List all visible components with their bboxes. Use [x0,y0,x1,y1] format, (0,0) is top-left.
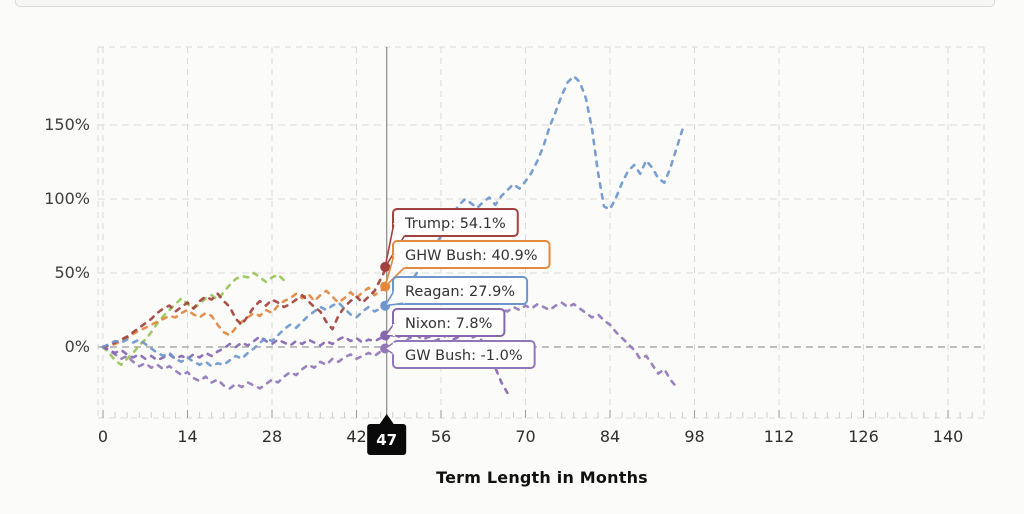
tooltip-reagan: Reagan: 27.9% [384,276,529,307]
tooltip-label: GHW Bush: 40.9% [405,248,538,264]
y-tick-label: 0% [65,337,90,356]
y-tick-label: 100% [44,189,90,208]
x-tick-label: 70 [515,427,535,446]
x-tick-label: 14 [177,427,197,446]
x-tick-label: 28 [262,427,282,446]
tooltip-ghw-bush: GHW Bush: 40.9% [384,240,551,288]
x-tick-label: 84 [600,427,620,446]
x-tick-label: 56 [431,427,451,446]
x-axis-title: Term Length in Months [436,468,648,487]
series-line-ghw-bush [101,285,389,349]
cursor-badge-arrow [379,414,394,424]
x-tick-label: 126 [848,427,879,446]
series-line-trump [101,265,389,349]
tooltip-label: GW Bush: -1.0% [405,348,523,364]
tooltip-box [392,308,506,337]
y-tick-label: 50% [54,263,90,282]
x-tick-label: 112 [764,427,795,446]
x-tick-label: 140 [933,427,964,446]
series-line-unlabeled-green [101,271,286,367]
cursor-badge [367,424,407,455]
y-tick-label: 150% [44,115,90,134]
tooltip-label: Reagan: 27.9% [405,284,515,300]
tooltip-trump: Trump: 54.1% [384,208,519,268]
tooltip-nixon: Nixon: 7.8% [384,308,506,337]
x-tick-label: 98 [684,427,704,446]
tooltip-box [392,208,519,237]
tooltip-label: Trump: 54.1% [404,216,506,232]
tooltip-box [392,240,551,269]
tooltip-tail-joint [393,254,406,268]
tooltip-box [392,276,529,305]
tooltip-gw-bush: GW Bush: -1.0% [384,340,536,369]
tooltip-tail-joint [393,222,406,236]
cursor-badge-label: 47 [376,431,397,449]
tooltip-tail-joint [393,290,406,304]
x-tick-label: 0 [98,427,108,446]
x-tick-label: 42 [346,427,366,446]
tooltip-label: Nixon: 7.8% [405,316,492,332]
cutoff-panel-edge [15,0,995,7]
